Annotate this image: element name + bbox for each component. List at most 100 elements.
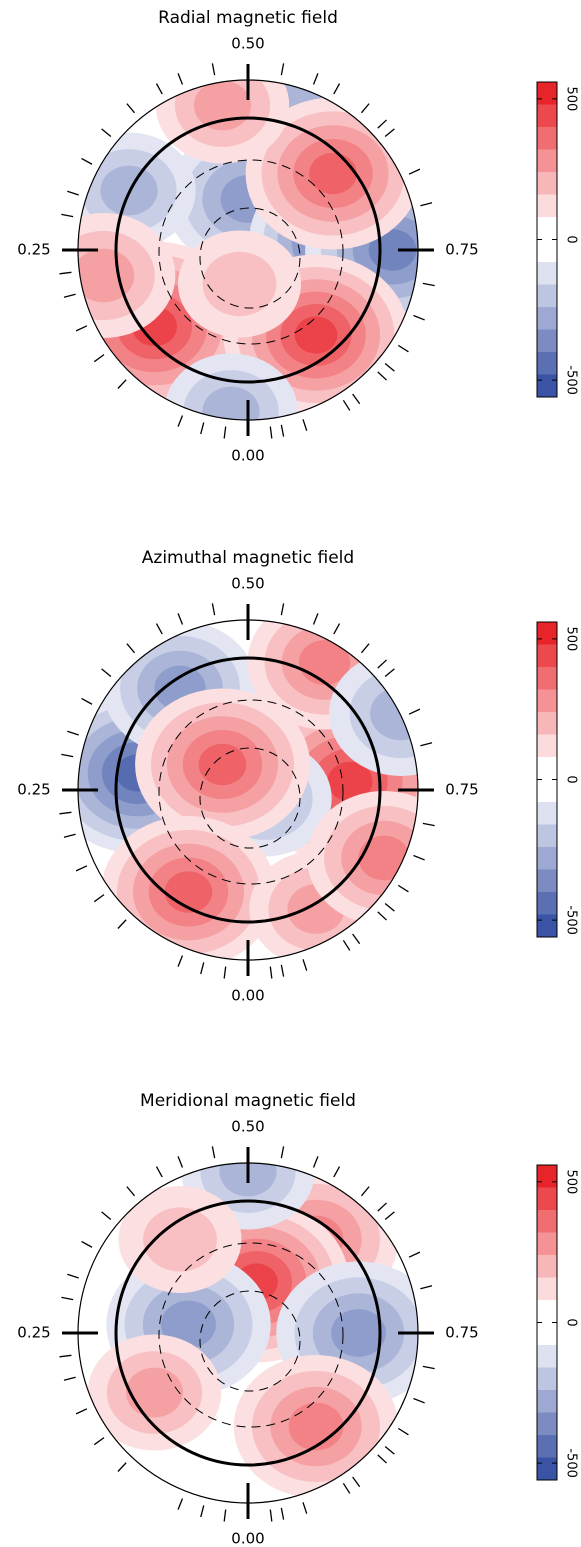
phase-label: 0.00 [231,1530,264,1547]
phase-mark [101,1211,112,1221]
phase-mark [177,1156,184,1168]
colorbar-label: 500 [564,86,579,111]
phase-label: 0.75 [445,781,478,799]
phase-mark [377,1202,387,1212]
colorbar-band [537,1345,557,1368]
contour-level [161,1300,216,1349]
phase-mark [384,668,395,678]
phase-mark [59,1354,72,1358]
latitude-circle [199,207,301,309]
colorbar-band [537,82,557,105]
colorbar-band [537,127,557,150]
colorbar-band [537,689,557,712]
phase-mark [420,742,433,747]
phase-mark [93,894,105,903]
field-spot [101,816,276,960]
colorbar-band [537,149,557,172]
phase-mark [422,822,435,827]
phase-mark [342,399,351,411]
phase-mark [422,1365,435,1370]
phase-mark [117,1462,127,1472]
phase-mark [177,613,184,625]
phase-mark [101,128,112,138]
phase-mark [117,919,127,929]
equator-circle [114,656,382,924]
colorbar-band [537,1187,557,1210]
field-spot [329,651,418,776]
phase-mark [75,865,88,872]
phase-mark [269,1509,273,1522]
colorbar-band [537,644,557,667]
colorbar-band [537,847,557,870]
phase-mark [61,213,74,218]
phase-mark [177,415,184,427]
phase-mark [422,282,435,287]
phase-mark [377,119,387,129]
latitude-circle [199,747,301,849]
panel-title: Meridional magnetic field [140,1091,356,1111]
colorbar-band [537,1435,557,1458]
phase-mark [101,668,112,678]
phase-mark [352,393,361,405]
colorbar-band [537,329,557,352]
colorbar-label: -500 [564,1448,579,1478]
colorbar-label: 0 [564,1318,579,1326]
phase-mark [269,426,273,439]
phase-mark [280,1507,285,1520]
colorbar-band [537,757,557,780]
panel: Meridional magnetic field 0.50 0.25 0.75 0.0… [17,1091,578,1547]
colorbar-band [537,1232,557,1255]
phase-mark [211,603,216,616]
phase-mark [61,1296,74,1301]
phase-mark [302,1502,308,1514]
field-spot [135,688,310,841]
panel: Azimuthal magnetic field 0.50 0.25 0.75 0.00… [17,548,578,1005]
phase-mark [155,1166,163,1178]
contour-level [202,386,260,420]
colorbar-label: 500 [564,1169,579,1194]
phase-mark [63,833,76,838]
phase-mark [59,271,72,275]
phase-mark [352,933,361,945]
phase-label: 0.25 [17,781,50,799]
phase-mark [397,884,409,893]
phase-mark [67,190,79,196]
colorbar-label: -500 [564,365,579,395]
phase-mark [75,325,88,332]
phase-mark [280,603,285,616]
phase-mark [93,1437,105,1446]
phase-mark [302,419,308,431]
colorbar-band [537,194,557,217]
phase-mark [177,955,184,967]
colorbar-band [537,1322,557,1345]
phase-mark [312,1156,319,1168]
phase-mark [211,63,216,76]
phase-mark [397,1427,409,1436]
phase-mark [155,83,163,95]
phase-mark [177,73,184,85]
contour-level [288,1402,344,1451]
phase-label: 0.00 [231,447,264,465]
phase-mark [377,659,387,669]
phase-mark [223,426,227,439]
phase-mark [75,1408,88,1415]
phase-mark [352,1476,361,1488]
contour-level [370,686,418,741]
contour-level [202,251,277,317]
phase-mark [81,1240,93,1248]
phase-mark [408,168,421,175]
phase-mark [333,1166,341,1178]
colorbar-label: 0 [564,235,579,243]
colorbar-band [537,667,557,690]
colorbar-band [537,374,557,397]
contour-level [358,835,410,881]
colorbar-band [537,239,557,262]
panel-title: Radial magnetic field [158,8,338,28]
phase-mark [67,1273,79,1279]
colorbar-band [537,172,557,195]
phase-mark [63,1376,76,1381]
colorbar-band [537,1255,557,1278]
colorbar-band [537,1300,557,1323]
